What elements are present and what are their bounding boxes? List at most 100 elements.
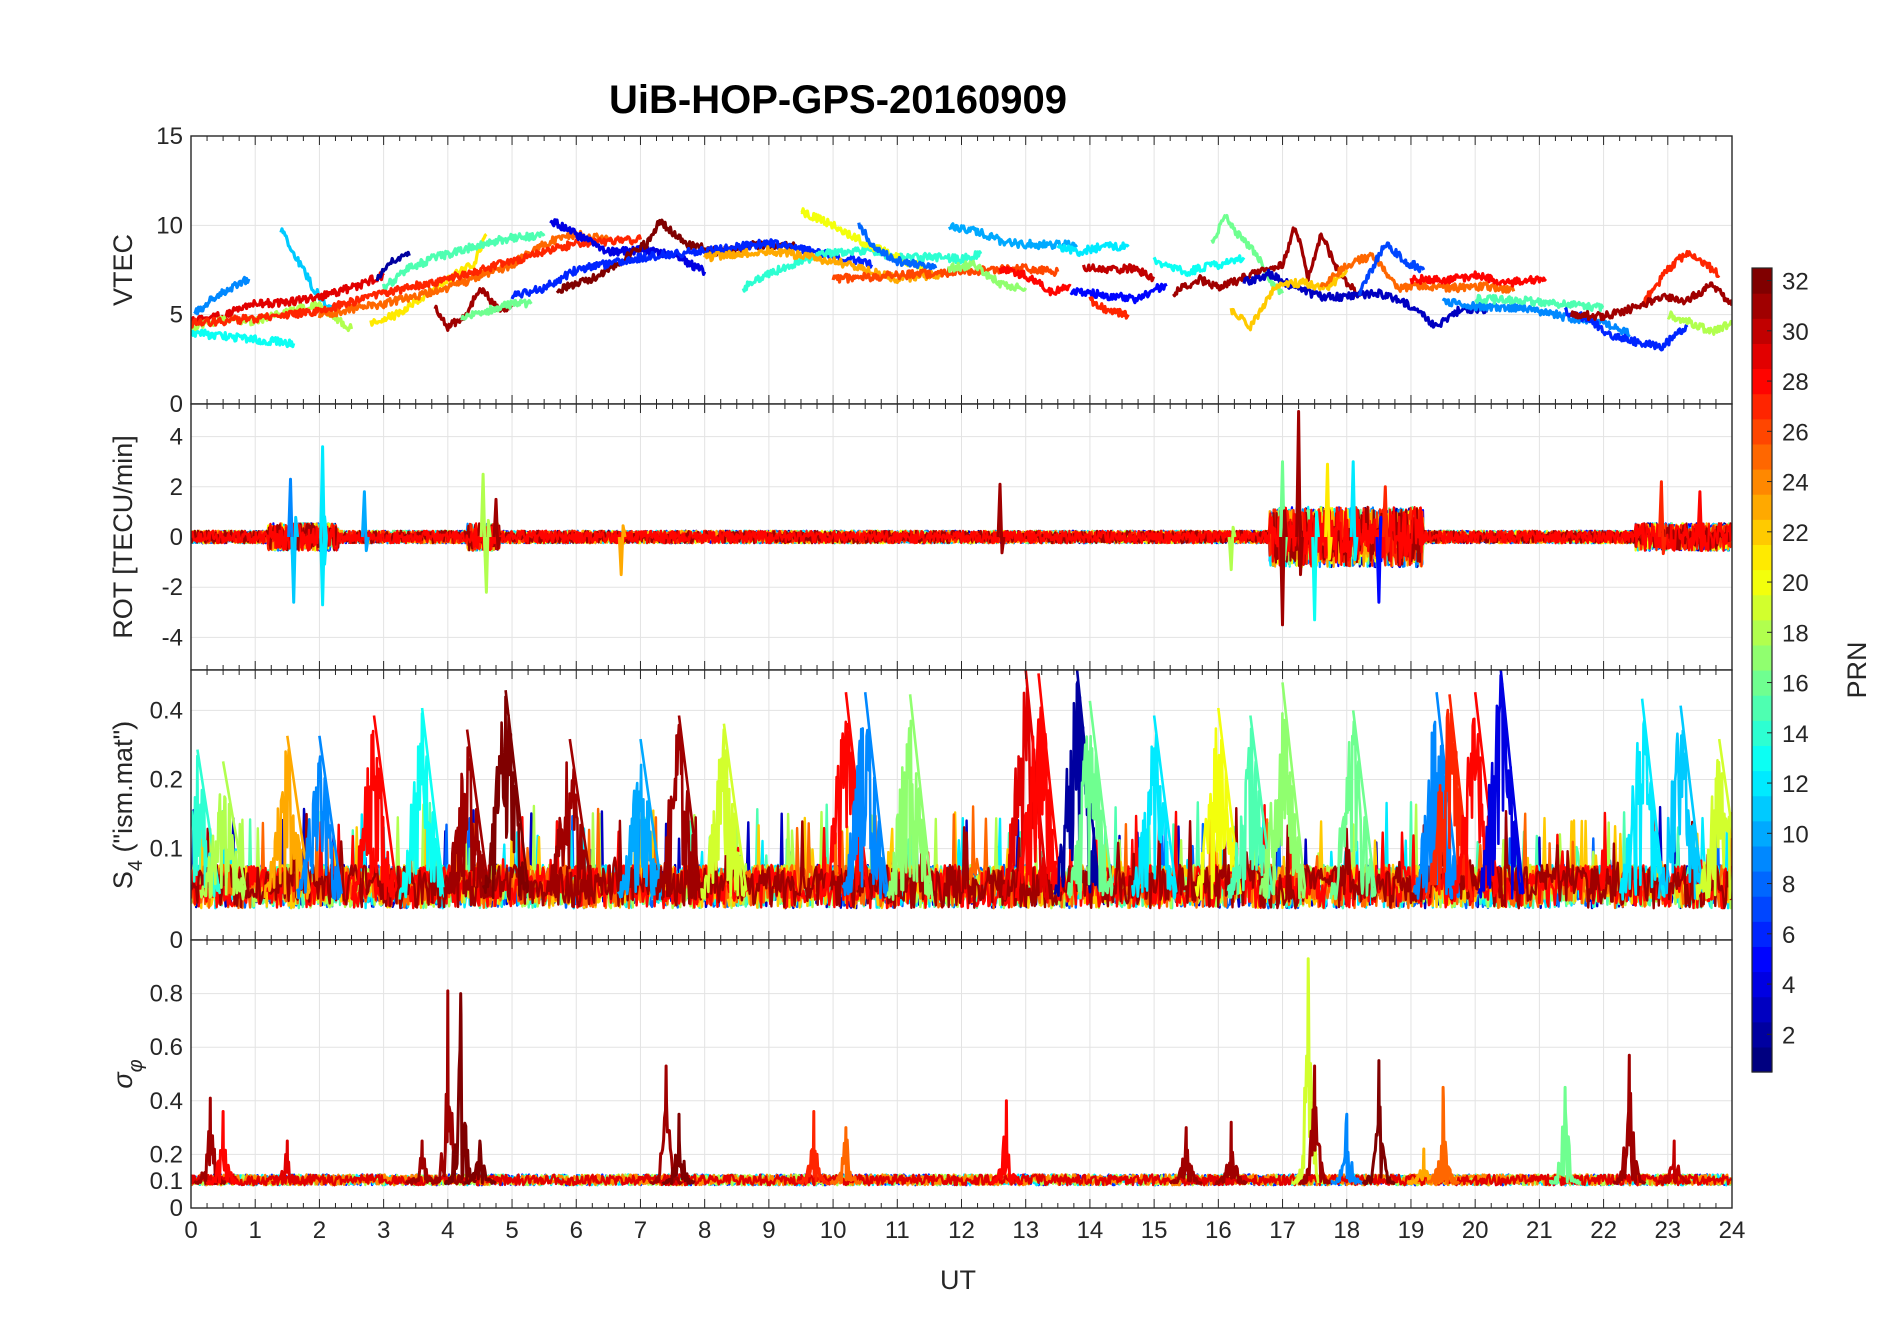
panel-2-ylabel: ROT [TECU/min]	[108, 435, 138, 639]
vtec-series-prn-25	[1319, 251, 1516, 294]
colorbar-tick-label: 28	[1782, 369, 1809, 396]
ylabel-main: S	[108, 871, 138, 889]
colorbar-tick-label: 10	[1782, 821, 1809, 848]
colorbar-segment	[1752, 293, 1772, 319]
colorbar-segment	[1752, 418, 1772, 445]
s4-burst-6	[443, 729, 491, 900]
vtec-series-prn-16	[460, 298, 533, 321]
panel-4-ytick-label: 0.8	[150, 981, 183, 1008]
vtec-series-prn-13	[191, 328, 296, 349]
colorbar-segment	[1752, 820, 1772, 847]
sigphi-spike-7	[648, 1064, 684, 1186]
xtick-label: 12	[948, 1217, 975, 1244]
colorbar-tick-label: 16	[1782, 671, 1809, 698]
colorbar-tick-label: 4	[1782, 972, 1795, 999]
rot-spike-20	[1696, 490, 1706, 553]
vtec-series-prn-27	[1640, 249, 1721, 307]
panel-1-ylabel: VTEC	[108, 234, 138, 306]
panel-3-series	[191, 670, 1732, 910]
colorbar-segment	[1752, 770, 1772, 797]
panel-4-ytick-label: 0.4	[150, 1088, 183, 1115]
vtec-series-prn-10	[947, 222, 1079, 251]
panel-3-ytick-label: 0.2	[150, 767, 183, 794]
xtick-label: 21	[1526, 1217, 1553, 1244]
panel-4-ytick-label: 0.6	[150, 1034, 183, 1061]
vtec-series-prn-15	[382, 231, 546, 292]
vtec-series-prn-25	[317, 229, 610, 319]
panel-4-series	[191, 957, 1732, 1187]
vtec-series-prn-7	[1358, 241, 1426, 297]
sigphi-spike-17	[1361, 1059, 1396, 1186]
xtick-label: 10	[820, 1217, 847, 1244]
vtec-series-prn-3	[1242, 268, 1489, 329]
rot-spike-9	[996, 482, 1006, 555]
vtec-series-prn-14	[741, 246, 983, 293]
xtick-label: 18	[1333, 1217, 1360, 1244]
sigphi-spike-6	[463, 1139, 497, 1185]
s4-burst-29	[1657, 705, 1705, 900]
rot-spike-15	[1324, 462, 1333, 561]
sigphi-spike-12	[1168, 1126, 1203, 1185]
rot-spike-6	[482, 518, 492, 594]
xtick-label: 6	[570, 1217, 583, 1244]
colorbar-segment	[1752, 896, 1772, 922]
panel-1-ytick-label: 0	[170, 391, 183, 418]
rot-spike-14	[1311, 510, 1320, 622]
colorbar-segment	[1752, 619, 1772, 646]
rot-noise-prn-28	[191, 506, 1732, 567]
rot-spike-13	[1295, 410, 1304, 577]
panel-4-ylabel: σφ	[108, 1059, 147, 1088]
sigphi-spike-20	[1548, 1085, 1582, 1185]
colorbar-segment	[1752, 368, 1772, 395]
colorbar-frame	[1751, 267, 1773, 1073]
colorbar-tick-label: 14	[1782, 721, 1809, 748]
rot-spike-7	[492, 497, 502, 550]
sigphi-spike-4	[430, 989, 465, 1186]
colorbar-tick-label: 6	[1782, 922, 1795, 949]
colorbar-segment	[1752, 670, 1772, 696]
sigphi-spike-21	[1612, 1053, 1647, 1186]
panel-3-ytick-label: 0.4	[150, 697, 183, 724]
s4-burst-27	[1477, 670, 1525, 900]
colorbar-segment	[1752, 544, 1772, 571]
s4-burst-23	[1329, 710, 1377, 901]
xtick-label: 9	[762, 1217, 775, 1244]
colorbar-tick-label: 8	[1782, 872, 1795, 899]
colorbar-segment	[1752, 720, 1772, 746]
s4-burst-8	[546, 738, 594, 900]
sigphi-spike-1	[205, 1110, 241, 1186]
xtick-label: 23	[1654, 1217, 1681, 1244]
colorbar-tick-label: 26	[1782, 419, 1809, 446]
chart-title: UiB-HOP-GPS-20160909	[609, 78, 1067, 122]
ylabel-rest: ("ism.mat")	[108, 721, 138, 860]
xtick-label: 4	[441, 1217, 454, 1244]
vtec-series-prn-17	[947, 259, 1028, 292]
xtick-label: 15	[1141, 1217, 1168, 1244]
s4-burst-13	[841, 692, 889, 900]
panel-2-ytick-label: -2	[162, 574, 183, 601]
vtec-series-prn-18	[1666, 310, 1732, 336]
xtick-label: 7	[634, 1217, 647, 1244]
xtick-label: 17	[1269, 1217, 1296, 1244]
panel-2: -4 -2 0 2 4 ROT [TECU/min]	[108, 403, 1733, 671]
colorbar-tick-label: 18	[1782, 620, 1809, 647]
vtec-series-prn-31	[1172, 226, 1362, 299]
rot-spike-17	[1375, 515, 1385, 604]
vtec-series-prn-9	[193, 275, 251, 316]
vtec-series-prn-8	[857, 222, 938, 272]
sigphi-spike-3	[404, 1139, 439, 1186]
vtec-series-prn-26	[831, 263, 1060, 284]
xtick-label: 14	[1077, 1217, 1104, 1244]
colorbar-segment	[1752, 946, 1772, 973]
colorbar-tick-label: 12	[1782, 771, 1809, 798]
colorbar-segment	[1752, 393, 1772, 420]
colorbar-segment	[1752, 695, 1772, 721]
s4-burst-7	[481, 690, 530, 899]
xtick-label: 2	[313, 1217, 326, 1244]
sigphi-spike-11	[989, 1099, 1024, 1186]
colorbar-segment	[1752, 343, 1772, 370]
vtec-series-prn-28	[1409, 270, 1548, 288]
xtick-label: 24	[1719, 1217, 1746, 1244]
sigphi-spike-14	[1291, 957, 1326, 1186]
sigphi-spike-13	[1214, 1120, 1248, 1186]
